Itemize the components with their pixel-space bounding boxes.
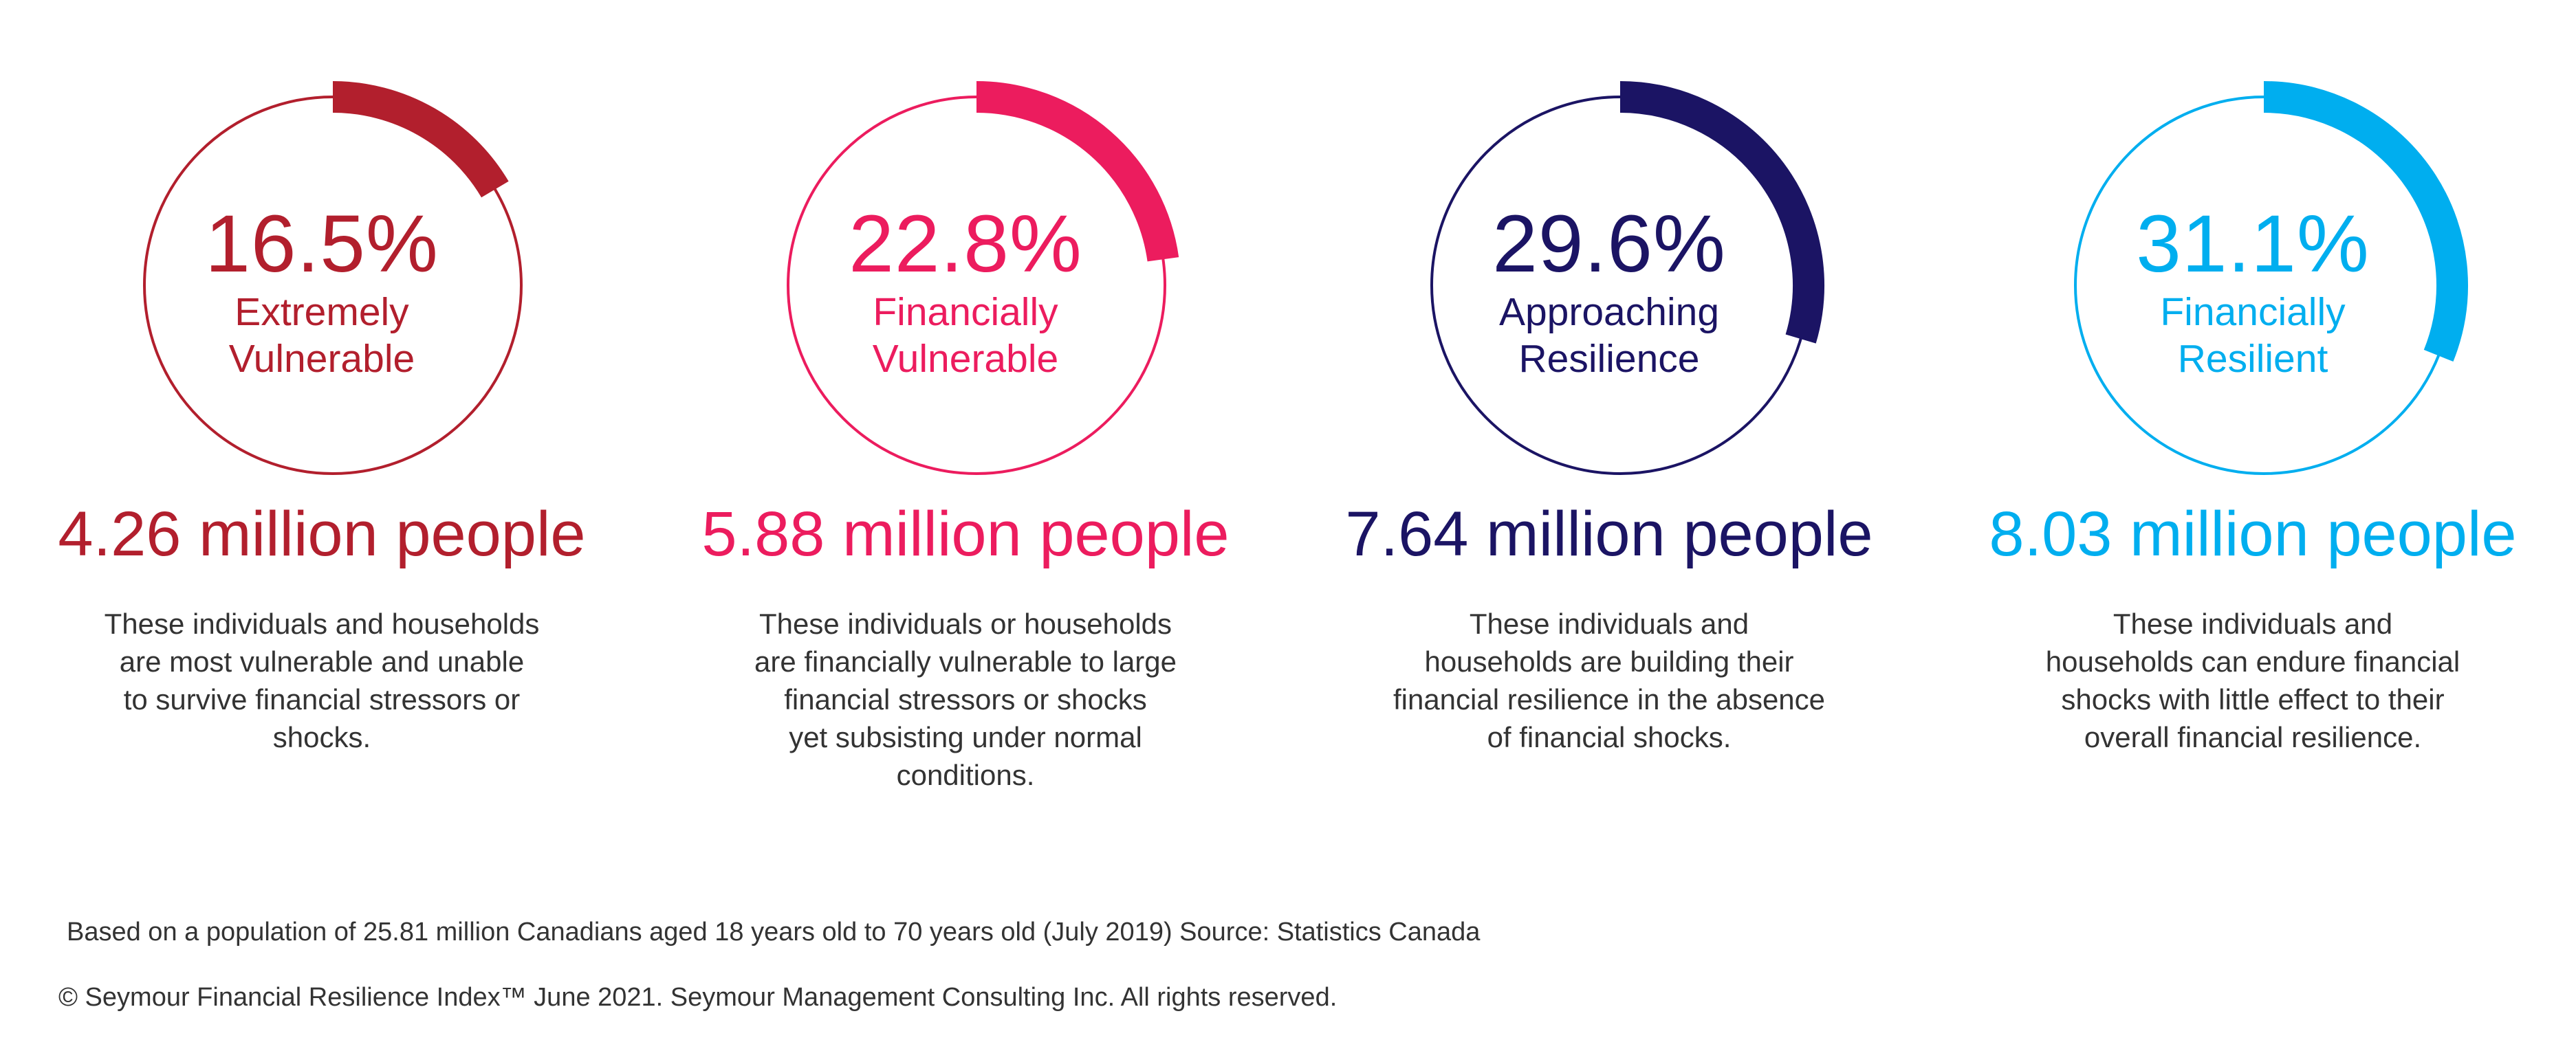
- segment-description: These individuals or households are finan…: [725, 605, 1206, 794]
- description-line: are financially vulnerable to large: [754, 645, 1177, 678]
- description-line: financial resilience in the absence: [1393, 683, 1826, 716]
- gauge-label: 29.6% Approaching Resilience: [1287, 199, 1931, 382]
- description-line: These individuals or households: [758, 608, 1172, 640]
- percent-value: 22.8%: [849, 199, 1082, 289]
- panel-financially-resilient: 31.1% Financially Resilient 8.03 million pe…: [1931, 0, 2575, 894]
- category-label: Extremely: [234, 290, 409, 334]
- segment-description: These individuals and households can endu…: [2012, 605, 2493, 756]
- panel-approaching-resilience: 29.6% Approaching Resilience 7.64 million p…: [1287, 0, 1931, 894]
- description-line: yet subsisting under normal: [789, 721, 1142, 753]
- percent-value: 16.5%: [205, 199, 439, 289]
- description-line: shocks with little effect to their: [2061, 683, 2445, 716]
- gauge-arc: [2263, 81, 2468, 362]
- gauge-arc: [1619, 81, 1824, 344]
- segment-panels: 16.5% Extremely Vulnerable 4.26 million peo…: [0, 0, 2575, 894]
- category-label: Resilient: [2177, 337, 2328, 381]
- gauge-financially-vulnerable: [787, 81, 1179, 475]
- description-line: financial stressors or shocks: [784, 683, 1147, 716]
- people-count: 8.03 million people: [1989, 499, 2517, 569]
- gauge-arc: [976, 81, 1179, 262]
- category-label: Financially: [2160, 290, 2346, 334]
- gauge-label: 22.8% Financially Vulnerable: [644, 199, 1287, 382]
- description-line: These individuals and: [1469, 608, 1749, 640]
- description-line: shocks.: [272, 721, 371, 753]
- segment-description: These individuals and households are buil…: [1368, 605, 1850, 756]
- people-count: 4.26 million people: [58, 499, 586, 569]
- panel-financially-vulnerable: 22.8% Financially Vulnerable 5.88 million p…: [644, 0, 1287, 894]
- category-label: Financially: [873, 290, 1058, 334]
- description-line: These individuals and households: [104, 608, 540, 640]
- copyright-notice: © Seymour Financial Resilience Index™ Ju…: [58, 983, 1338, 1012]
- gauge-arc: [332, 81, 509, 198]
- panel-extremely-vulnerable: 16.5% Extremely Vulnerable 4.26 million peo…: [0, 0, 644, 894]
- gauge-financially-resilient: [2074, 81, 2468, 475]
- people-count: 7.64 million people: [1345, 499, 1873, 569]
- description-line: conditions.: [896, 759, 1035, 791]
- description-line: of financial shocks.: [1487, 721, 1732, 753]
- percent-value: 31.1%: [2136, 199, 2370, 289]
- segment-description: These individuals and households are most…: [81, 605, 563, 756]
- description-line: households can endure financial: [2045, 645, 2460, 678]
- category-label: Vulnerable: [228, 337, 415, 381]
- source-footnote: Based on a population of 25.81 million C…: [67, 918, 1481, 947]
- category-label: Approaching: [1498, 290, 1720, 334]
- gauge-extremely-vulnerable: [143, 81, 523, 475]
- description-line: overall financial resilience.: [2084, 721, 2422, 753]
- percent-value: 29.6%: [1492, 199, 1726, 289]
- category-label: Resilience: [1518, 337, 1700, 381]
- gauge-label: 16.5% Extremely Vulnerable: [0, 199, 644, 382]
- description-line: These individuals and: [2113, 608, 2393, 640]
- description-line: households are building their: [1424, 645, 1794, 678]
- people-count: 5.88 million people: [701, 499, 1230, 569]
- gauge-label: 31.1% Financially Resilient: [1931, 199, 2575, 382]
- description-line: are most vulnerable and unable: [119, 645, 525, 678]
- description-line: to survive financial stressors or: [123, 683, 521, 716]
- gauge-approaching-resilience: [1430, 81, 1824, 475]
- category-label: Vulnerable: [872, 337, 1059, 381]
